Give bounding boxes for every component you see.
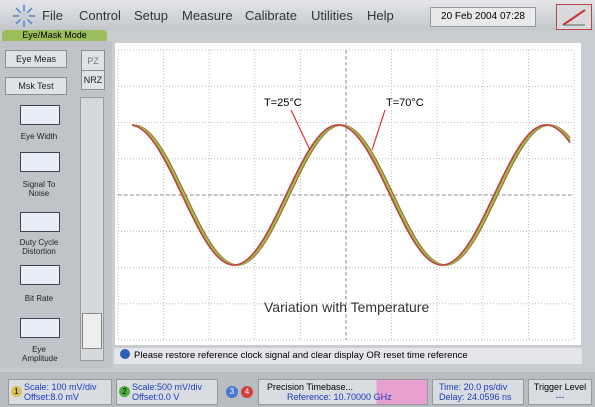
trigger-value: ---: [555, 392, 565, 402]
eye-width-icon[interactable]: [20, 105, 60, 125]
status-text: Please restore reference clock signal an…: [134, 350, 468, 361]
ch2-badge: 2: [119, 386, 130, 397]
side-button-label[interactable]: Signal To Noise: [22, 180, 56, 198]
menu-item[interactable]: Calibrate: [245, 8, 298, 23]
timebase: Precision Timebase...: [267, 382, 354, 392]
autoscale-button[interactable]: [556, 4, 592, 30]
side-button-label[interactable]: Bit Rate: [24, 294, 54, 303]
timebase-box[interactable]: Precision Timebase... Reference: 10.70000…: [258, 379, 428, 405]
menu-item[interactable]: Utilities: [311, 8, 353, 23]
delay: Delay: 24.0596 ns: [439, 392, 512, 402]
status-bar: Please restore reference clock signal an…: [114, 348, 582, 364]
trigger: Trigger Level: [533, 382, 587, 392]
annotation: T=25°C: [264, 97, 302, 109]
pointer-line: [290, 109, 311, 151]
menu-item[interactable]: Setup: [134, 8, 168, 23]
menu-item[interactable]: Control: [79, 8, 121, 23]
ch1-scale: Scale: 100 mV/div: [24, 382, 97, 392]
ch2-scale: Scale:500 mV/div: [132, 382, 203, 392]
datetime: 20 Feb 2004 07:28: [430, 7, 536, 27]
caption: Variation with Temperature: [264, 299, 429, 315]
duty-cycle-icon[interactable]: [20, 212, 60, 232]
ch1-badge: 1: [11, 386, 22, 397]
msk-test-button[interactable]: Msk Test: [5, 77, 67, 95]
waveform-display: T=25°C T=70°C Variation with Temperature: [114, 42, 582, 346]
time: Time: 20.0 ps/div: [439, 382, 508, 392]
nrz-button[interactable]: NRZ: [81, 70, 105, 90]
autoscale-icon: [562, 9, 586, 26]
bit-rate-icon[interactable]: [20, 265, 60, 285]
eye-amplitude-icon[interactable]: [20, 318, 60, 338]
reference: Reference: 10.70000 GHz: [287, 392, 392, 402]
mode-tab[interactable]: Eye/Mask Mode: [2, 30, 107, 41]
time-box[interactable]: Time: 20.0 ps/div Delay: 24.0596 ns: [432, 379, 524, 405]
pz-button[interactable]: PZ: [81, 50, 105, 72]
side-button-label[interactable]: Eye Width: [20, 132, 58, 141]
ch2-box[interactable]: 2 Scale:500 mV/div Offset:0.0 V: [116, 379, 218, 405]
display-background: [114, 42, 582, 346]
menu-item[interactable]: Help: [367, 8, 394, 23]
side-button-label[interactable]: Duty Cycle Distortion: [19, 238, 59, 256]
pointer-line: [371, 109, 386, 151]
ch4-badge[interactable]: 4: [241, 386, 253, 398]
side-button-label[interactable]: Eye Amplitude: [22, 345, 58, 363]
scroll-thumb[interactable]: [82, 313, 102, 349]
eye-meas-button[interactable]: Eye Meas: [5, 50, 67, 68]
signal-noise-icon[interactable]: [20, 152, 60, 172]
ch1-box[interactable]: 1 Scale: 100 mV/div Offset:8.0 mV: [8, 379, 112, 405]
logo: [13, 5, 35, 27]
menu-item[interactable]: Measure: [182, 8, 233, 23]
menu-item[interactable]: File: [42, 8, 63, 23]
ch1-offset: Offset:8.0 mV: [24, 392, 79, 402]
ch3-badge[interactable]: 3: [226, 386, 238, 398]
annotation: T=70°C: [386, 97, 424, 109]
ch2-offset: Offset:0.0 V: [132, 392, 180, 402]
trigger-box[interactable]: Trigger Level ---: [528, 379, 592, 405]
waveform-trace: [131, 124, 571, 266]
